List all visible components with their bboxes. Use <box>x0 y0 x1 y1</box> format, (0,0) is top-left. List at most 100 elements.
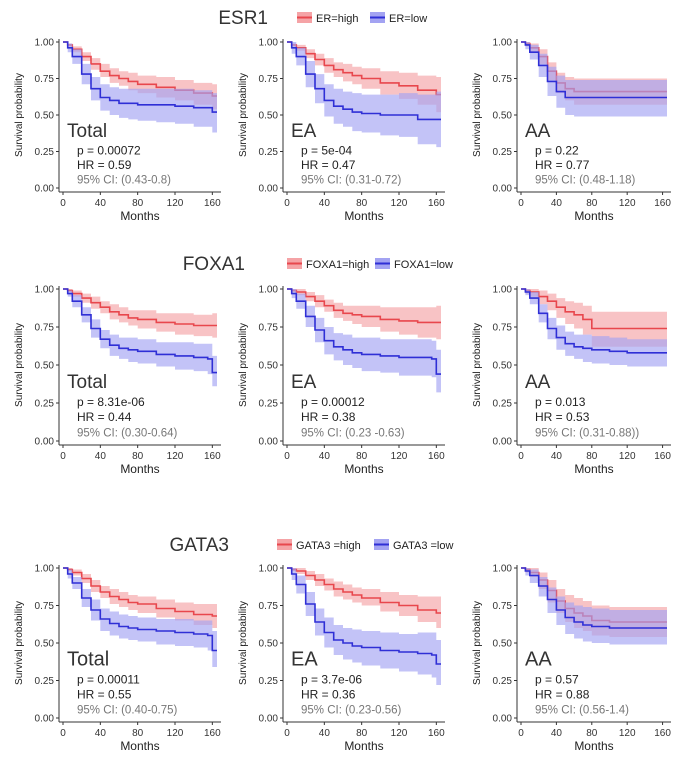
cohort-label: EA <box>291 121 317 142</box>
x-tick-label: 0 <box>518 198 524 209</box>
cohort-label: Total <box>67 372 107 393</box>
hazard-ratio: HR = 0.44 <box>77 410 132 424</box>
y-tick-label: 0.00 <box>493 184 513 195</box>
x-axis-label: Months <box>344 209 383 223</box>
x-axis-label: Months <box>344 462 383 476</box>
legend-label: FOXA1=high <box>306 259 369 271</box>
survival-curve <box>63 567 217 652</box>
confidence-interval: 95% CI: (0.23 -0.63) <box>301 427 405 439</box>
p-value: p = 0.013 <box>535 395 586 409</box>
legend-label: GATA3 =low <box>393 540 453 552</box>
cohort-label: Total <box>67 649 109 671</box>
x-tick-label: 0 <box>284 451 290 462</box>
x-tick-label: 0 <box>60 198 66 209</box>
x-tick-label: 80 <box>586 198 598 209</box>
x-tick-label: 120 <box>391 198 408 209</box>
y-tick-label: 0.50 <box>35 111 55 122</box>
x-tick-label: 120 <box>167 198 184 209</box>
survival-curve <box>287 567 441 614</box>
ci-band <box>521 289 667 347</box>
survival-curve <box>287 288 441 375</box>
y-tick-label: 0.75 <box>259 601 279 612</box>
x-tick-label: 160 <box>204 728 221 739</box>
km-panel: 0.00 0.25 0.50 0.75 1.00 0 40 80 120 160 Months Sur… <box>14 564 221 754</box>
survival-curve <box>521 288 667 354</box>
ci-band <box>287 568 441 685</box>
x-tick-label: 40 <box>319 451 331 462</box>
y-tick-label: 0.25 <box>493 147 513 158</box>
ci-band <box>521 289 667 367</box>
y-tick-label: 0.50 <box>35 639 55 650</box>
y-tick-label: 0.75 <box>493 74 513 85</box>
x-tick-label: 0 <box>284 198 290 209</box>
km-panel: 0.00 0.25 0.50 0.75 1.00 0 40 80 120 160 Months Sur… <box>238 564 445 754</box>
x-axis-label: Months <box>574 209 613 223</box>
y-tick-label: 1.00 <box>493 285 513 296</box>
y-tick-label: 0.25 <box>259 399 279 410</box>
y-tick-label: 0.25 <box>35 676 55 687</box>
y-axis-label: Survival probability <box>14 323 25 407</box>
ci-band <box>63 289 217 338</box>
survival-curve <box>63 288 217 327</box>
y-tick-label: 0.50 <box>259 111 279 122</box>
legend-label: ER=low <box>389 13 427 25</box>
km-panel: 0.00 0.25 0.50 0.75 1.00 0 40 80 120 160 Months Sur… <box>238 38 445 224</box>
y-tick-label: 0.00 <box>493 714 513 725</box>
confidence-interval: 95% CI: (0.48-1.18) <box>535 175 636 187</box>
y-tick-label: 1.00 <box>35 38 55 49</box>
y-tick-label: 0.75 <box>35 74 55 85</box>
legend-label: FOXA1=low <box>394 259 453 271</box>
y-tick-label: 0.00 <box>493 437 513 448</box>
x-tick-label: 0 <box>518 451 524 462</box>
confidence-interval: 95% CI: (0.23-0.56) <box>301 705 402 717</box>
y-tick-label: 0.00 <box>259 437 279 448</box>
survival-curve <box>287 41 441 121</box>
legend-label: GATA3 =high <box>296 540 361 552</box>
x-tick-label: 80 <box>356 728 368 739</box>
hazard-ratio: HR = 0.38 <box>301 410 356 424</box>
gene-title: ESR1 <box>218 8 268 29</box>
y-tick-label: 1.00 <box>259 285 279 296</box>
y-axis-label: Survival probability <box>14 601 25 685</box>
confidence-interval: 95% CI: (0.56-1.4) <box>535 705 629 717</box>
x-tick-label: 80 <box>132 451 144 462</box>
gene-title: FOXA1 <box>183 254 245 275</box>
x-tick-label: 120 <box>167 728 184 739</box>
x-tick-label: 120 <box>619 451 636 462</box>
y-tick-label: 0.25 <box>35 399 55 410</box>
hazard-ratio: HR = 0.53 <box>535 410 590 424</box>
x-axis-label: Months <box>120 739 159 753</box>
x-tick-label: 40 <box>551 198 563 209</box>
survival-curve <box>287 567 441 665</box>
x-tick-label: 80 <box>356 198 368 209</box>
p-value: p = 0.00072 <box>77 143 141 157</box>
confidence-interval: 95% CI: (0.31-0.88)) <box>535 427 639 439</box>
y-tick-label: 0.00 <box>35 437 55 448</box>
y-tick-label: 0.75 <box>259 74 279 85</box>
x-tick-label: 120 <box>391 451 408 462</box>
y-tick-label: 0.50 <box>493 111 513 122</box>
x-tick-label: 40 <box>319 198 331 209</box>
x-tick-label: 0 <box>60 451 66 462</box>
x-tick-label: 80 <box>132 728 144 739</box>
y-tick-label: 0.25 <box>259 147 279 158</box>
x-tick-label: 160 <box>204 451 221 462</box>
survival-curve <box>521 567 667 629</box>
hazard-ratio: HR = 0.77 <box>535 158 590 172</box>
x-tick-label: 40 <box>319 728 331 739</box>
y-tick-label: 0.50 <box>259 639 279 650</box>
p-value: p = 8.31e-06 <box>77 395 145 409</box>
x-axis-label: Months <box>120 462 159 476</box>
x-axis-label: Months <box>120 209 159 223</box>
figure-row-foxa1: FOXA1 FOXA1=high FOXA1=low 0.00 0.25 0.50 0.75… <box>14 254 671 476</box>
ci-band <box>287 289 441 393</box>
x-axis-label: Months <box>574 462 613 476</box>
x-tick-label: 80 <box>132 198 144 209</box>
km-panel: 0.00 0.25 0.50 0.75 1.00 0 40 80 120 160 Months Sur… <box>472 38 671 224</box>
x-tick-label: 120 <box>167 451 184 462</box>
y-tick-label: 0.75 <box>35 601 55 612</box>
y-tick-label: 1.00 <box>493 564 513 575</box>
y-tick-label: 0.75 <box>493 323 513 334</box>
figure-row-esr1: ESR1 ER=high ER=low 0.00 0.25 0.50 0.75 1.00 0 40… <box>14 8 671 223</box>
hazard-ratio: HR = 0.59 <box>77 158 132 172</box>
